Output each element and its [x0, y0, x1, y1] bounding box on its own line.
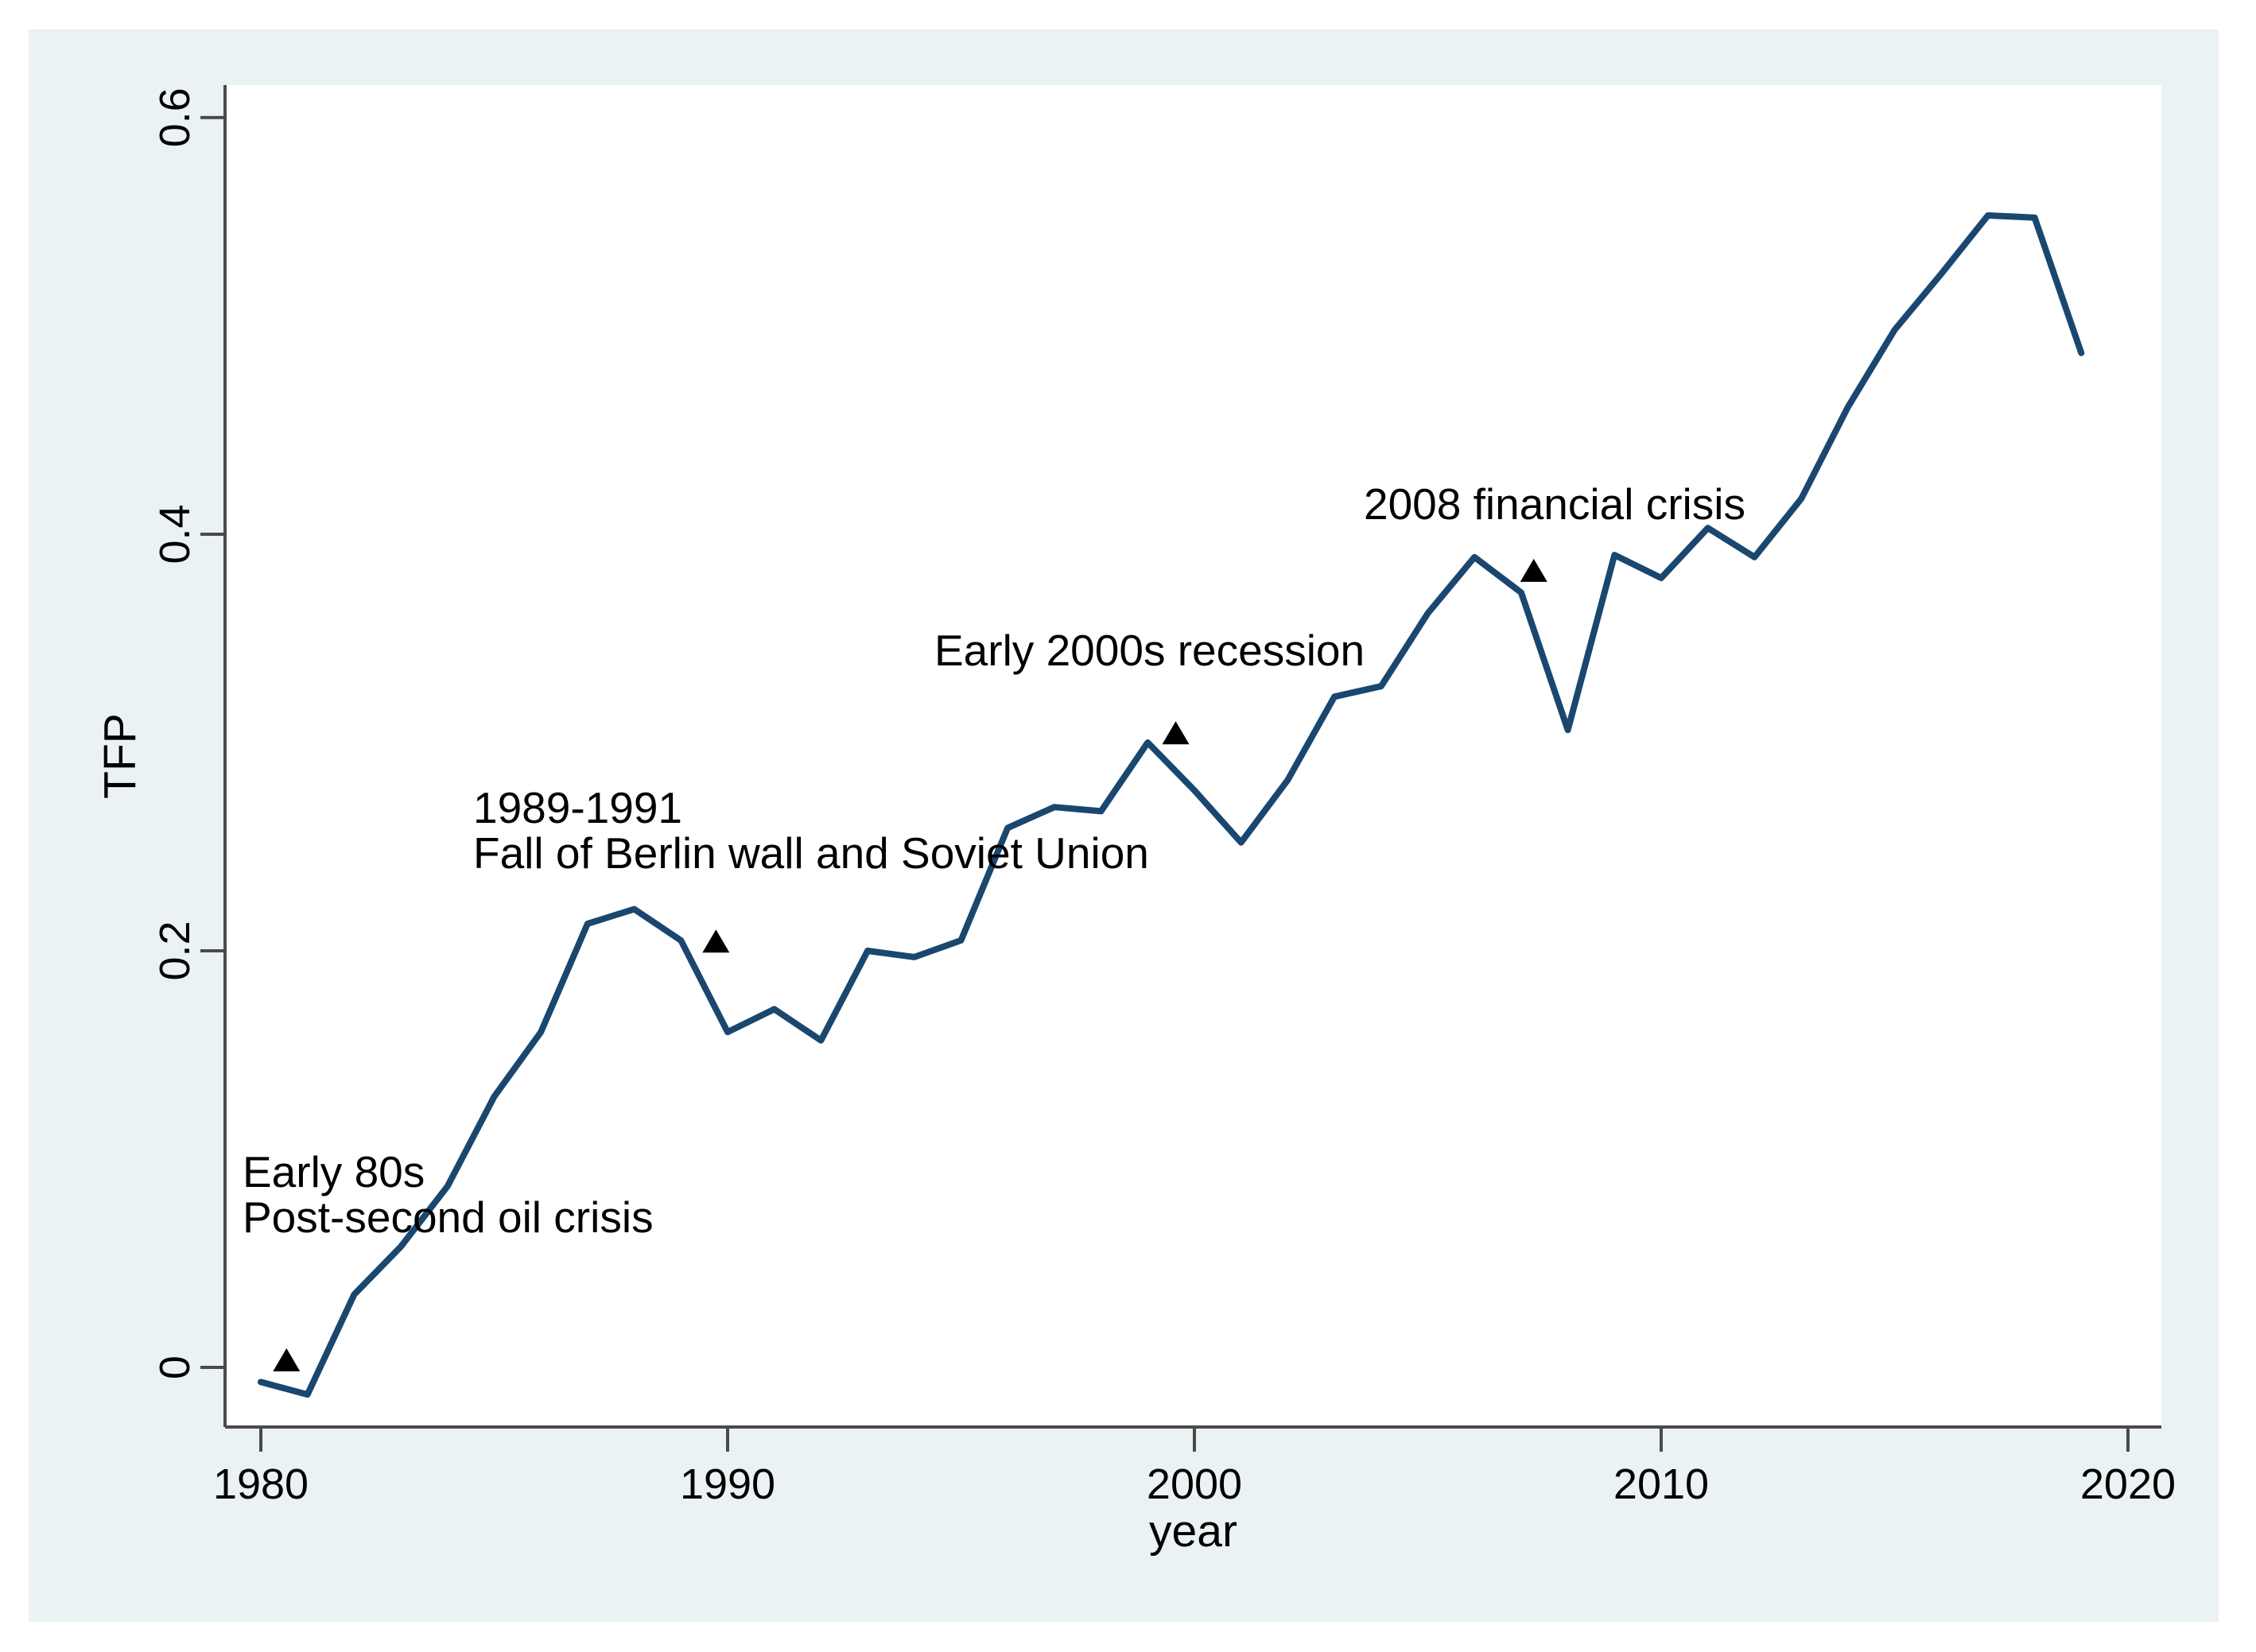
annotation-2008-financial-crisis-line1: 2008 financial crisis [1364, 479, 1745, 529]
y-tick-label-0.6: 0.6 [151, 87, 199, 147]
x-tick-label-1980: 1980 [213, 1460, 309, 1508]
annotation-early-80s-line2: Post-second oil crisis [243, 1192, 654, 1242]
x-tick-label-1990: 1990 [680, 1460, 775, 1508]
x-tick-label-2000: 2000 [1147, 1460, 1242, 1508]
y-tick-label-0.4: 0.4 [151, 504, 199, 564]
annotation-early-2000s-recession-line1: Early 2000s recession [934, 626, 1365, 675]
y-tick-label-0.2: 0.2 [151, 921, 199, 980]
event-marker-berlin-wall [702, 929, 730, 953]
y-axis-title: TFP [95, 713, 146, 799]
y-tick-label-0: 0 [151, 1355, 199, 1379]
annotation-early-80s-line1: Early 80s [243, 1147, 425, 1196]
event-marker-early-2000s-recession [1162, 721, 1190, 745]
annotation-berlin-wall-line1: 1989-1991 [473, 783, 682, 832]
event-marker-early-80s [273, 1348, 301, 1371]
x-tick-label-2020: 2020 [2080, 1460, 2176, 1508]
tfp-series-line [258, 212, 2085, 1398]
x-tick-label-2010: 2010 [1613, 1460, 1709, 1508]
plot-area [225, 85, 2161, 1427]
annotation-berlin-wall-line2: Fall of Berlin wall and Soviet Union [473, 828, 1149, 878]
x-axis-title: year [1149, 1506, 1237, 1557]
event-marker-2008-financial-crisis [1520, 558, 1547, 582]
